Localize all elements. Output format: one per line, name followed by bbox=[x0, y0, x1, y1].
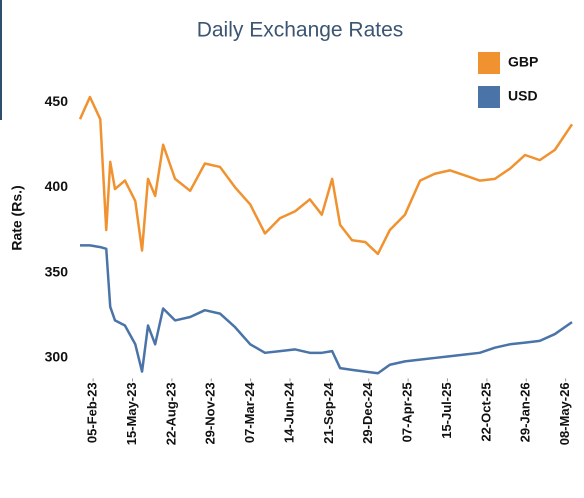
x-tick-label: 15-Jul-25 bbox=[439, 382, 454, 438]
legend-label: GBP bbox=[508, 54, 538, 70]
y-tick-label: 450 bbox=[45, 93, 69, 109]
x-tick-label: 21-Sep-24 bbox=[321, 382, 336, 444]
x-tick-label: 05-Feb-23 bbox=[85, 382, 100, 443]
legend-label: USD bbox=[508, 88, 538, 104]
x-tick-label: 08-May-26 bbox=[557, 382, 572, 445]
x-tick-label: 29-Jan-26 bbox=[518, 382, 533, 442]
x-tick-label: 07-Apr-25 bbox=[400, 382, 415, 442]
line-series bbox=[78, 95, 574, 256]
x-tick-label: 29-Dec-24 bbox=[360, 382, 375, 444]
y-tick-label: 400 bbox=[45, 178, 69, 194]
x-tick-label: 22-Aug-23 bbox=[163, 382, 178, 445]
legend-swatch bbox=[478, 86, 500, 108]
x-tick-label: 22-Oct-25 bbox=[478, 382, 493, 441]
y-tick-label: 300 bbox=[45, 349, 69, 365]
x-tick-label: 29-Nov-23 bbox=[203, 382, 218, 444]
x-tick-label: 15-May-23 bbox=[124, 382, 139, 445]
y-tick-label: 350 bbox=[45, 263, 69, 279]
x-tick-label: 07-Mar-24 bbox=[242, 382, 257, 443]
line-series bbox=[80, 244, 573, 375]
edge-bar bbox=[0, 0, 2, 120]
legend-swatch bbox=[478, 52, 500, 74]
y-axis-label: Rate (Rs.) bbox=[9, 185, 25, 250]
x-tick-label: 14-Jun-24 bbox=[281, 382, 296, 443]
chart-title: Daily Exchange Rates bbox=[197, 19, 404, 42]
